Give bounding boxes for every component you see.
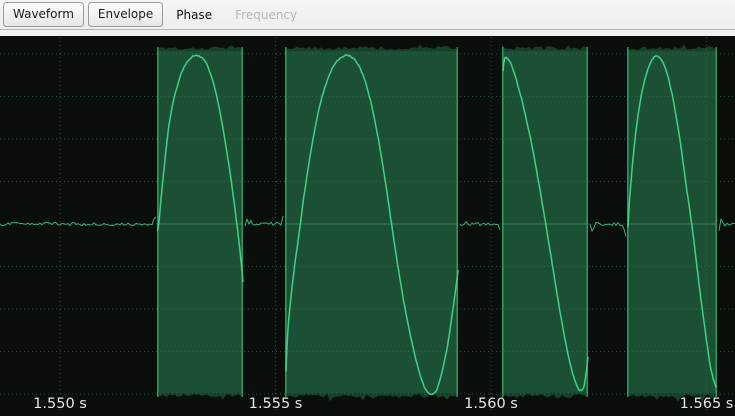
x-axis-tick-label: 1.560 s <box>464 396 518 412</box>
phase-button[interactable]: Phase <box>170 4 218 26</box>
frequency-button: Frequency <box>229 8 303 22</box>
x-axis-tick-label: 1.555 s <box>249 396 303 412</box>
x-axis-tick-label: 1.565 s <box>680 396 734 412</box>
toolbar-spacer <box>0 30 735 36</box>
waveform-plot-area[interactable]: 1.550 s 1.555 s 1.560 s 1.565 s <box>0 36 735 416</box>
view-mode-toolbar: Waveform Envelope Phase Frequency <box>0 0 735 30</box>
x-axis-tick-label: 1.550 s <box>33 396 87 412</box>
envelope-button[interactable]: Envelope <box>87 2 164 27</box>
waveform-button[interactable]: Waveform <box>3 2 84 27</box>
oscilloscope-canvas[interactable]: 1.550 s 1.555 s 1.560 s 1.565 s <box>0 36 735 415</box>
